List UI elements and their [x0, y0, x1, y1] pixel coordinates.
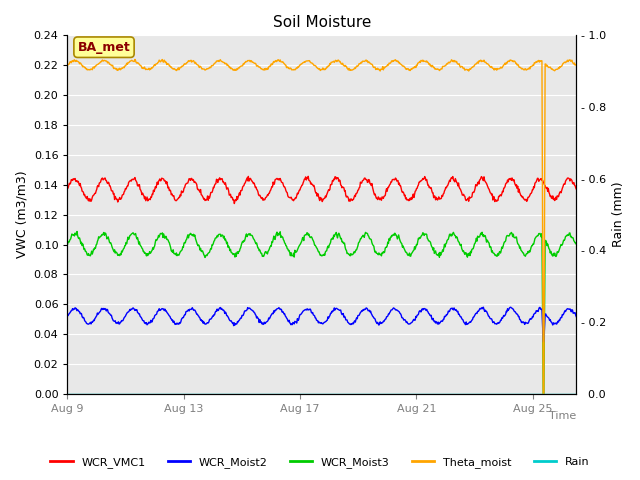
Text: BA_met: BA_met — [77, 41, 131, 54]
Y-axis label: Rain (mm): Rain (mm) — [612, 182, 625, 248]
Title: Soil Moisture: Soil Moisture — [273, 15, 371, 30]
Legend: WCR_VMC1, WCR_Moist2, WCR_Moist3, Theta_moist, Rain: WCR_VMC1, WCR_Moist2, WCR_Moist3, Theta_… — [46, 452, 594, 472]
Text: Time: Time — [549, 411, 577, 421]
Y-axis label: VWC (m3/m3): VWC (m3/m3) — [15, 171, 28, 258]
